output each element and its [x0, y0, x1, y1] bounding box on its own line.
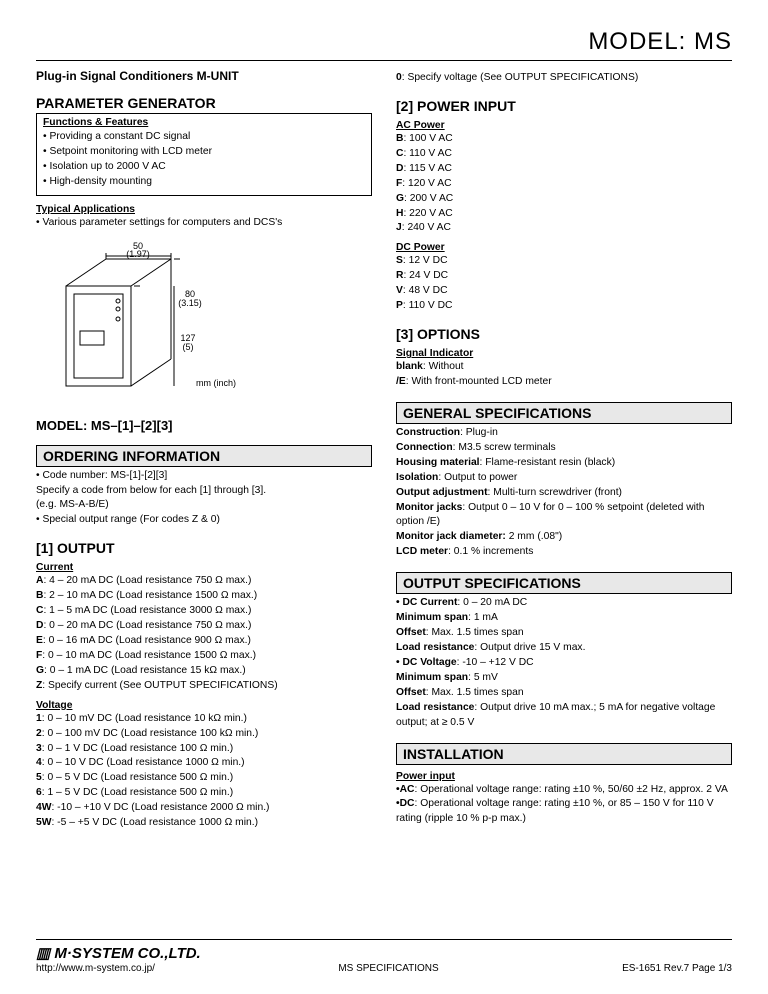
- spec-line: •DC: Operational voltage range: rating ±…: [396, 797, 732, 827]
- model-code: MODEL: MS–[1]–[2][3]: [36, 418, 372, 433]
- left-column: Plug-in Signal Conditioners M-UNIT PARAM…: [36, 69, 372, 831]
- spec-line: Monitor jacks: Output 0 – 10 V for 0 – 1…: [396, 501, 732, 531]
- footer-url: http://www.m-system.co.jp/: [36, 963, 155, 974]
- apps-heading: Typical Applications: [36, 204, 372, 215]
- spec-line: 0: Specify voltage (See OUTPUT SPECIFICA…: [396, 71, 732, 86]
- dim-width-in: (1.97): [126, 249, 150, 259]
- current-heading: Current: [36, 562, 372, 573]
- spec-line: • DC Current: 0 – 20 mA DC: [396, 596, 732, 611]
- spec-line: F: 120 V AC: [396, 177, 732, 192]
- spec-line: F: 0 – 10 mA DC (Load resistance 1500 Ω …: [36, 649, 372, 664]
- spec-line: 1: 0 – 10 mV DC (Load resistance 10 kΩ m…: [36, 712, 372, 727]
- spec-line: P: 110 V DC: [396, 299, 732, 314]
- spec-line: A: 4 – 20 mA DC (Load resistance 750 Ω m…: [36, 574, 372, 589]
- options-title: [3] OPTIONS: [396, 326, 732, 342]
- spec-line: C: 110 V AC: [396, 147, 732, 162]
- spec-line: Offset: Max. 1.5 times span: [396, 686, 732, 701]
- spec-line: •AC: Operational voltage range: rating ±…: [396, 783, 732, 798]
- output-title: [1] OUTPUT: [36, 540, 372, 556]
- feature-item: • Providing a constant DC signal: [43, 130, 365, 145]
- spec-line: blank: Without: [396, 360, 732, 375]
- dim-units: mm (inch): [196, 378, 236, 388]
- power-title: [2] POWER INPUT: [396, 98, 732, 114]
- spec-line: 5W: -5 – +5 V DC (Load resistance 1000 Ω…: [36, 816, 372, 831]
- spec-line: S: 12 V DC: [396, 254, 732, 269]
- spec-line: 4: 0 – 10 V DC (Load resistance 1000 Ω m…: [36, 756, 372, 771]
- spec-line: • DC Voltage: -10 – +12 V DC: [396, 656, 732, 671]
- page-title: MODEL: MS: [36, 28, 732, 61]
- spec-line: /E: With front-mounted LCD meter: [396, 375, 732, 390]
- spec-line: LCD meter: 0.1 % increments: [396, 545, 732, 560]
- spec-line: Offset: Max. 1.5 times span: [396, 626, 732, 641]
- spec-line: J: 240 V AC: [396, 221, 732, 236]
- footer-center: MS SPECIFICATIONS: [338, 963, 438, 974]
- spec-line: Load resistance: Output drive 15 V max.: [396, 641, 732, 656]
- spec-line: Load resistance: Output drive 10 mA max.…: [396, 701, 732, 731]
- features-box: Functions & Features • Providing a const…: [36, 113, 372, 196]
- feature-item: • Isolation up to 2000 V AC: [43, 160, 365, 175]
- spec-line: 5: 0 – 5 V DC (Load resistance 500 Ω min…: [36, 771, 372, 786]
- spec-line: 6: 1 – 5 V DC (Load resistance 500 Ω min…: [36, 786, 372, 801]
- spec-line: Isolation: Output to power: [396, 471, 732, 486]
- ordering-line: • Code number: MS-[1]-[2][3]: [36, 469, 372, 484]
- spec-line: R: 24 V DC: [396, 269, 732, 284]
- sigind-heading: Signal Indicator: [396, 348, 732, 359]
- features-heading: Functions & Features: [43, 117, 365, 128]
- ordering-line: (e.g. MS-A-B/E): [36, 498, 372, 513]
- spec-line: H: 220 V AC: [396, 207, 732, 222]
- spec-line: Monitor jack diameter: 2 mm (.08"): [396, 530, 732, 545]
- dim-depth-in: (3.15): [178, 298, 202, 308]
- genspec-title: GENERAL SPECIFICATIONS: [396, 402, 732, 424]
- spec-line: B: 2 – 10 mA DC (Load resistance 1500 Ω …: [36, 589, 372, 604]
- footer-right: ES-1651 Rev.7 Page 1/3: [622, 963, 732, 974]
- spec-line: Construction: Plug-in: [396, 426, 732, 441]
- spec-line: E: 0 – 16 mA DC (Load resistance 900 Ω m…: [36, 634, 372, 649]
- device-diagram: 50 (1.97) 80 (3.15) 127 (5) mm (inch): [46, 241, 372, 404]
- company-logo: ▥ M·SYSTEM CO.,LTD.: [36, 944, 732, 962]
- spec-line: 2: 0 – 100 mV DC (Load resistance 100 kΩ…: [36, 727, 372, 742]
- apps-text: • Various parameter settings for compute…: [36, 216, 372, 231]
- ordering-line: Specify a code from below for each [1] t…: [36, 484, 372, 499]
- spec-line: Z: Specify current (See OUTPUT SPECIFICA…: [36, 679, 372, 694]
- install-heading: Power input: [396, 771, 732, 782]
- spec-line: 4W: -10 – +10 V DC (Load resistance 2000…: [36, 801, 372, 816]
- spec-line: 3: 0 – 1 V DC (Load resistance 100 Ω min…: [36, 742, 372, 757]
- spec-line: V: 48 V DC: [396, 284, 732, 299]
- spec-line: C: 1 – 5 mA DC (Load resistance 3000 Ω m…: [36, 604, 372, 619]
- spec-line: Connection: M3.5 screw terminals: [396, 441, 732, 456]
- spec-line: Minimum span: 1 mA: [396, 611, 732, 626]
- spec-line: Output adjustment: Multi-turn screwdrive…: [396, 486, 732, 501]
- spec-line: G: 200 V AC: [396, 192, 732, 207]
- ac-heading: AC Power: [396, 120, 732, 131]
- dim-height-in: (5): [183, 342, 194, 352]
- spec-line: Minimum span: 5 mV: [396, 671, 732, 686]
- paramgen-title: PARAMETER GENERATOR: [36, 95, 372, 111]
- right-column: 0: Specify voltage (See OUTPUT SPECIFICA…: [396, 69, 732, 831]
- feature-item: • High-density mounting: [43, 175, 365, 190]
- spec-line: G: 0 – 1 mA DC (Load resistance 15 kΩ ma…: [36, 664, 372, 679]
- outspec-title: OUTPUT SPECIFICATIONS: [396, 572, 732, 594]
- ordering-title: ORDERING INFORMATION: [36, 445, 372, 467]
- feature-item: • Setpoint monitoring with LCD meter: [43, 145, 365, 160]
- install-title: INSTALLATION: [396, 743, 732, 765]
- spec-line: B: 100 V AC: [396, 132, 732, 147]
- spec-line: Housing material: Flame-resistant resin …: [396, 456, 732, 471]
- subtitle: Plug-in Signal Conditioners M-UNIT: [36, 69, 372, 83]
- dc-heading: DC Power: [396, 242, 732, 253]
- ordering-line: • Special output range (For codes Z & 0): [36, 513, 372, 528]
- spec-line: D: 115 V AC: [396, 162, 732, 177]
- spec-line: D: 0 – 20 mA DC (Load resistance 750 Ω m…: [36, 619, 372, 634]
- footer: ▥ M·SYSTEM CO.,LTD. http://www.m-system.…: [36, 939, 732, 974]
- voltage-heading: Voltage: [36, 700, 372, 711]
